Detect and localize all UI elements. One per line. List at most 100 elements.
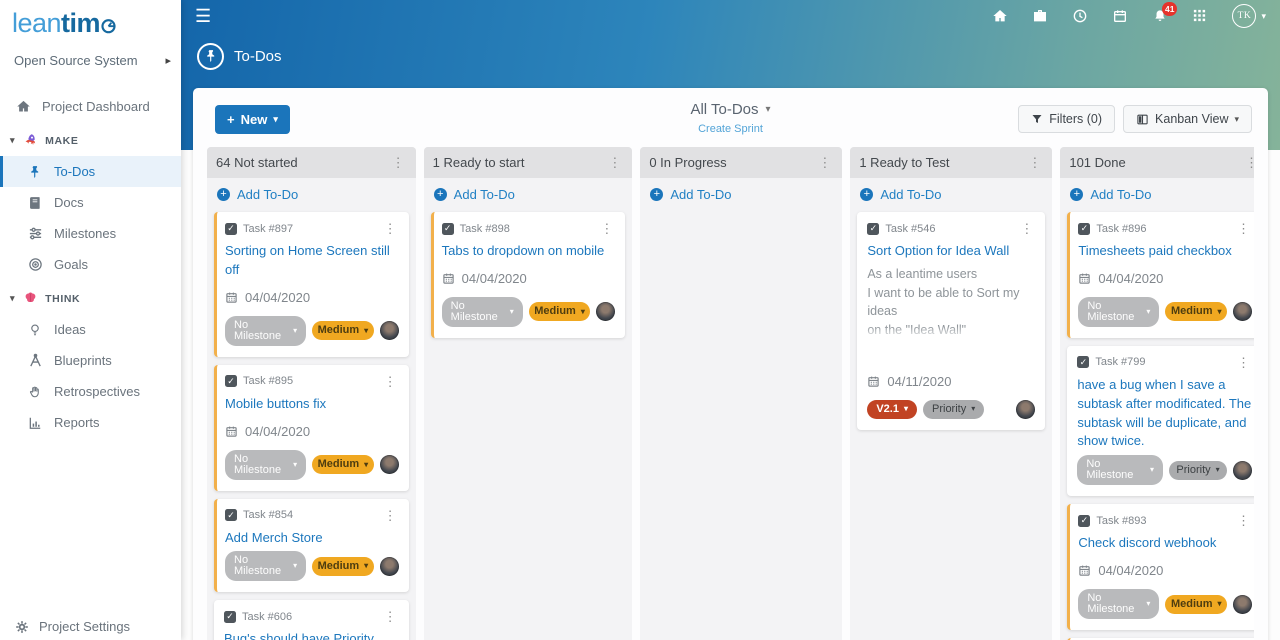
sidebar-item-todos[interactable]: To-Dos bbox=[0, 156, 181, 187]
user-menu[interactable]: TK ▾ bbox=[1232, 4, 1266, 28]
pill-v2-1[interactable]: V2.1 ▾ bbox=[867, 399, 917, 419]
sidebar-item-blueprints[interactable]: Blueprints bbox=[0, 345, 181, 376]
sidebar-item-docs[interactable]: Docs bbox=[0, 187, 181, 218]
sidebar-item-goals[interactable]: Goals bbox=[0, 249, 181, 280]
column-header[interactable]: 0 In Progress ⋮ bbox=[640, 147, 843, 178]
pill-no-milestone[interactable]: No Milestone ▾ bbox=[225, 551, 307, 582]
card-menu-icon[interactable]: ⋮ bbox=[383, 609, 397, 625]
card-menu-icon[interactable]: ⋮ bbox=[1237, 513, 1251, 529]
pill-medium[interactable]: Medium ▾ bbox=[528, 302, 591, 322]
pill-label: V2.1 bbox=[876, 402, 899, 415]
pill-no-milestone[interactable]: No Milestone ▾ bbox=[1078, 589, 1160, 620]
task-card[interactable]: ✓ Task #897 ⋮ Sorting on Home Screen sti… bbox=[214, 212, 409, 357]
card-menu-icon[interactable]: ⋮ bbox=[383, 373, 397, 389]
assignee-avatar[interactable] bbox=[379, 455, 399, 475]
card-menu-icon[interactable]: ⋮ bbox=[1237, 354, 1251, 370]
pill-no-milestone[interactable]: No Milestone ▾ bbox=[1078, 296, 1160, 327]
kanban-column: 1 Ready to Test ⋮ + Add To-Do ✓ Task #54… bbox=[850, 147, 1053, 640]
assignee-avatar[interactable] bbox=[1233, 594, 1253, 614]
pill-no-milestone[interactable]: No Milestone ▾ bbox=[441, 296, 523, 327]
task-title[interactable]: Add Merch Store bbox=[225, 529, 323, 545]
task-id: Task #854 bbox=[243, 509, 294, 522]
column-header[interactable]: 1 Ready to start ⋮ bbox=[423, 147, 633, 178]
pill-medium[interactable]: Medium ▾ bbox=[312, 556, 374, 576]
card-menu-icon[interactable]: ⋮ bbox=[383, 507, 397, 523]
bell-icon[interactable]: 41 bbox=[1152, 2, 1178, 24]
column-header[interactable]: 1 Ready to Test ⋮ bbox=[850, 147, 1053, 178]
task-title[interactable]: Check discord webhook bbox=[1078, 535, 1217, 551]
card-menu-icon[interactable]: ⋮ bbox=[600, 221, 614, 236]
task-card[interactable]: ✓ Task #606 ⋮ Bug's should have Priority… bbox=[214, 600, 409, 640]
add-todo-button[interactable]: + Add To-Do bbox=[207, 178, 416, 210]
column-menu-icon[interactable]: ⋮ bbox=[818, 155, 832, 170]
column-menu-icon[interactable]: ⋮ bbox=[1245, 155, 1254, 170]
task-card[interactable]: ✓ Task #898 ⋮ Tabs to dropdown on mobile… bbox=[430, 212, 626, 338]
column-menu-icon[interactable]: ⋮ bbox=[608, 155, 622, 170]
create-sprint-link[interactable]: Create Sprint bbox=[698, 123, 763, 135]
task-card[interactable]: ✓ Task #896 ⋮ Timesheets paid checkbox 0… bbox=[1067, 212, 1254, 338]
task-card[interactable]: ✓ Task #799 ⋮ have a bug when I save a s… bbox=[1067, 345, 1254, 497]
task-due-date: 04/04/2020 bbox=[225, 290, 399, 305]
home-icon[interactable] bbox=[992, 8, 1008, 24]
pill-medium[interactable]: Medium ▾ bbox=[1165, 594, 1228, 614]
apps-grid-icon[interactable] bbox=[1192, 8, 1208, 24]
task-title[interactable]: have a bug when I save a subtask after m… bbox=[1077, 376, 1252, 449]
assignee-avatar[interactable] bbox=[1016, 399, 1036, 419]
pill-priority[interactable]: Priority ▾ bbox=[1169, 460, 1228, 480]
sidebar-item-project-dashboard[interactable]: Project Dashboard bbox=[0, 91, 181, 122]
sidebar-item-retrospectives[interactable]: Retrospectives bbox=[0, 376, 181, 407]
pill-no-milestone[interactable]: No Milestone ▾ bbox=[225, 449, 307, 480]
add-todo-button[interactable]: + Add To-Do bbox=[1060, 178, 1254, 210]
add-todo-button[interactable]: + Add To-Do bbox=[850, 178, 1052, 210]
task-card[interactable]: ✓ Task #854 ⋮ Add Merch Store No Milesto… bbox=[214, 498, 409, 593]
menu-icon[interactable]: ☰ bbox=[195, 6, 212, 26]
pill-medium[interactable]: Medium ▾ bbox=[312, 455, 374, 475]
task-title[interactable]: Timesheets paid checkbox bbox=[1078, 243, 1232, 258]
sprint-selector[interactable]: All To-Dos ▾ bbox=[690, 101, 770, 118]
new-todo-button[interactable]: + New ▾ bbox=[215, 105, 290, 134]
sidebar-item-reports[interactable]: Reports bbox=[0, 407, 181, 438]
column-menu-icon[interactable]: ⋮ bbox=[1028, 155, 1042, 170]
task-card[interactable]: ✓ Task #895 ⋮ Mobile buttons fix 04/04/2… bbox=[214, 364, 409, 491]
assignee-avatar[interactable] bbox=[379, 321, 399, 341]
sidebar-section-make[interactable]: ▾ MAKE bbox=[0, 125, 181, 156]
pill-medium[interactable]: Medium ▾ bbox=[312, 321, 374, 341]
pill-label: No Milestone bbox=[1087, 592, 1135, 616]
view-switcher-button[interactable]: Kanban View ▾ bbox=[1123, 105, 1252, 133]
sidebar-item-project-settings[interactable]: Project Settings bbox=[0, 609, 181, 640]
calendar-icon[interactable] bbox=[1112, 8, 1128, 24]
assignee-avatar[interactable] bbox=[1233, 460, 1253, 480]
card-menu-icon[interactable]: ⋮ bbox=[383, 221, 397, 236]
task-title[interactable]: Bug's should have Priority and Severity bbox=[224, 631, 374, 640]
column-menu-icon[interactable]: ⋮ bbox=[391, 155, 405, 170]
clock-icon[interactable] bbox=[1072, 8, 1088, 24]
pill-no-milestone[interactable]: No Milestone ▾ bbox=[225, 315, 307, 346]
sidebar-item-ideas[interactable]: Ideas bbox=[0, 314, 181, 345]
task-card[interactable]: ✓ Task #546 ⋮ Sort Option for Idea Wall … bbox=[857, 212, 1046, 430]
briefcase-icon[interactable] bbox=[1032, 8, 1048, 24]
leantime-logo[interactable]: leantim bbox=[0, 0, 181, 39]
task-title[interactable]: Mobile buttons fix bbox=[225, 395, 327, 411]
card-menu-icon[interactable]: ⋮ bbox=[1237, 221, 1251, 236]
card-menu-icon[interactable]: ⋮ bbox=[1020, 221, 1034, 236]
add-todo-button[interactable]: + Add To-Do bbox=[424, 178, 633, 210]
task-card[interactable]: ✓ Task #893 ⋮ Check discord webhook 04/0… bbox=[1067, 504, 1254, 631]
task-checkbox-icon: ✓ bbox=[867, 222, 880, 235]
task-title[interactable]: Sorting on Home Screen still off bbox=[225, 243, 390, 277]
column-header[interactable]: 101 Done ⋮ bbox=[1060, 147, 1254, 178]
filters-button[interactable]: Filters (0) bbox=[1018, 105, 1116, 133]
task-card[interactable]: ✓ Task #894 ⋮ 500 for server errors 04/0… bbox=[1067, 638, 1254, 640]
add-todo-button[interactable]: + Add To-Do bbox=[640, 178, 842, 210]
column-header[interactable]: 64 Not started ⋮ bbox=[207, 147, 416, 178]
sidebar-item-milestones[interactable]: Milestones bbox=[0, 218, 181, 249]
sidebar-section-think[interactable]: ▾ THINK bbox=[0, 283, 181, 314]
assignee-avatar[interactable] bbox=[596, 302, 616, 322]
pill-no-milestone[interactable]: No Milestone ▾ bbox=[1077, 455, 1164, 486]
assignee-avatar[interactable] bbox=[1233, 302, 1253, 322]
task-title[interactable]: Tabs to dropdown on mobile bbox=[441, 243, 605, 258]
pill-medium[interactable]: Medium ▾ bbox=[1165, 302, 1228, 322]
task-title[interactable]: Sort Option for Idea Wall bbox=[867, 243, 1010, 258]
assignee-avatar[interactable] bbox=[379, 556, 399, 576]
project-selector[interactable]: Open Source System ▸ bbox=[0, 39, 181, 81]
pill-priority[interactable]: Priority ▾ bbox=[923, 399, 985, 419]
